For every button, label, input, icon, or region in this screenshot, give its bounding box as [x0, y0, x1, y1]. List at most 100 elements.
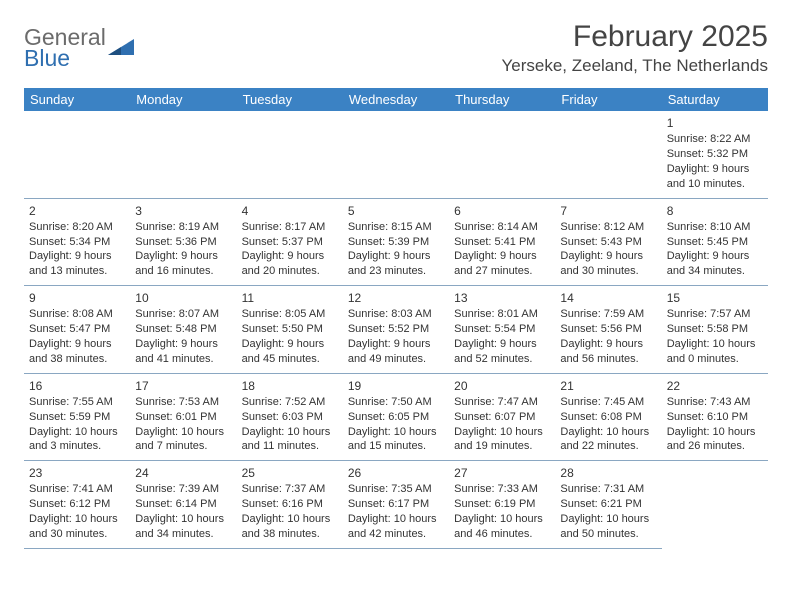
day-number: 1: [667, 115, 763, 131]
daylight-text: Daylight: 9 hours: [667, 249, 763, 264]
sunrise-text: Sunrise: 8:15 AM: [348, 220, 444, 235]
sunset-text: Sunset: 5:50 PM: [242, 322, 338, 337]
daylight-text: and 56 minutes.: [560, 352, 656, 367]
daylight-text: Daylight: 10 hours: [135, 425, 231, 440]
daylight-text: Daylight: 10 hours: [242, 425, 338, 440]
daylight-text: and 23 minutes.: [348, 264, 444, 279]
daylight-text: and 3 minutes.: [29, 439, 125, 454]
brand-logo: General Blue: [24, 20, 134, 70]
calendar-cell: 5Sunrise: 8:15 AMSunset: 5:39 PMDaylight…: [343, 199, 449, 287]
sunset-text: Sunset: 6:10 PM: [667, 410, 763, 425]
sunset-text: Sunset: 5:36 PM: [135, 235, 231, 250]
sunset-text: Sunset: 5:32 PM: [667, 147, 763, 162]
sunrise-text: Sunrise: 8:22 AM: [667, 132, 763, 147]
day-number: 27: [454, 465, 550, 481]
day-number: 10: [135, 290, 231, 306]
sunrise-text: Sunrise: 7:57 AM: [667, 307, 763, 322]
calendar-cell: 14Sunrise: 7:59 AMSunset: 5:56 PMDayligh…: [555, 286, 661, 374]
day-number: 8: [667, 203, 763, 219]
sunset-text: Sunset: 5:56 PM: [560, 322, 656, 337]
daylight-text: and 0 minutes.: [667, 352, 763, 367]
daylight-text: Daylight: 10 hours: [560, 425, 656, 440]
daylight-text: Daylight: 9 hours: [667, 162, 763, 177]
sunrise-text: Sunrise: 7:45 AM: [560, 395, 656, 410]
sunrise-text: Sunrise: 8:03 AM: [348, 307, 444, 322]
sunset-text: Sunset: 5:37 PM: [242, 235, 338, 250]
calendar-cell: 16Sunrise: 7:55 AMSunset: 5:59 PMDayligh…: [24, 374, 130, 462]
dayheader-friday: Friday: [555, 88, 661, 111]
daylight-text: and 11 minutes.: [242, 439, 338, 454]
sunset-text: Sunset: 5:45 PM: [667, 235, 763, 250]
daylight-text: and 16 minutes.: [135, 264, 231, 279]
day-number: 11: [242, 290, 338, 306]
calendar-cell: 27Sunrise: 7:33 AMSunset: 6:19 PMDayligh…: [449, 461, 555, 549]
daylight-text: and 10 minutes.: [667, 177, 763, 192]
day-number: 28: [560, 465, 656, 481]
calendar-cell: 26Sunrise: 7:35 AMSunset: 6:17 PMDayligh…: [343, 461, 449, 549]
daylight-text: Daylight: 9 hours: [560, 249, 656, 264]
daylight-text: Daylight: 10 hours: [454, 512, 550, 527]
sunset-text: Sunset: 6:21 PM: [560, 497, 656, 512]
sunrise-text: Sunrise: 8:10 AM: [667, 220, 763, 235]
day-number: 16: [29, 378, 125, 394]
calendar-cell: 13Sunrise: 8:01 AMSunset: 5:54 PMDayligh…: [449, 286, 555, 374]
daylight-text: Daylight: 9 hours: [560, 337, 656, 352]
day-number: 15: [667, 290, 763, 306]
daylight-text: Daylight: 9 hours: [348, 337, 444, 352]
daylight-text: and 38 minutes.: [29, 352, 125, 367]
sunrise-text: Sunrise: 7:59 AM: [560, 307, 656, 322]
calendar-cell-empty: [130, 111, 236, 199]
dayheader-saturday: Saturday: [662, 88, 768, 111]
day-number: 23: [29, 465, 125, 481]
calendar-cell: 18Sunrise: 7:52 AMSunset: 6:03 PMDayligh…: [237, 374, 343, 462]
daylight-text: Daylight: 10 hours: [29, 512, 125, 527]
daylight-text: Daylight: 9 hours: [135, 337, 231, 352]
calendar-cell: 17Sunrise: 7:53 AMSunset: 6:01 PMDayligh…: [130, 374, 236, 462]
daylight-text: and 46 minutes.: [454, 527, 550, 542]
daylight-text: Daylight: 10 hours: [560, 512, 656, 527]
daylight-text: and 27 minutes.: [454, 264, 550, 279]
calendar-cell: 6Sunrise: 8:14 AMSunset: 5:41 PMDaylight…: [449, 199, 555, 287]
sunrise-text: Sunrise: 7:31 AM: [560, 482, 656, 497]
calendar-cell: 25Sunrise: 7:37 AMSunset: 6:16 PMDayligh…: [237, 461, 343, 549]
daylight-text: Daylight: 10 hours: [667, 425, 763, 440]
dayheader-tuesday: Tuesday: [237, 88, 343, 111]
day-number: 18: [242, 378, 338, 394]
sunset-text: Sunset: 5:52 PM: [348, 322, 444, 337]
calendar-cell: 23Sunrise: 7:41 AMSunset: 6:12 PMDayligh…: [24, 461, 130, 549]
dayheader-sunday: Sunday: [24, 88, 130, 111]
sunset-text: Sunset: 6:14 PM: [135, 497, 231, 512]
daylight-text: Daylight: 10 hours: [135, 512, 231, 527]
sunset-text: Sunset: 5:41 PM: [454, 235, 550, 250]
sunrise-text: Sunrise: 7:39 AM: [135, 482, 231, 497]
sunrise-text: Sunrise: 7:53 AM: [135, 395, 231, 410]
brand-word2: Blue: [24, 47, 106, 70]
sunrise-text: Sunrise: 7:33 AM: [454, 482, 550, 497]
sunset-text: Sunset: 5:39 PM: [348, 235, 444, 250]
daylight-text: Daylight: 9 hours: [454, 337, 550, 352]
calendar-cell: 22Sunrise: 7:43 AMSunset: 6:10 PMDayligh…: [662, 374, 768, 462]
calendar-cell: 12Sunrise: 8:03 AMSunset: 5:52 PMDayligh…: [343, 286, 449, 374]
daylight-text: and 7 minutes.: [135, 439, 231, 454]
day-number: 21: [560, 378, 656, 394]
daylight-text: Daylight: 10 hours: [242, 512, 338, 527]
sunset-text: Sunset: 5:47 PM: [29, 322, 125, 337]
daylight-text: Daylight: 10 hours: [454, 425, 550, 440]
daylight-text: and 41 minutes.: [135, 352, 231, 367]
sunset-text: Sunset: 6:07 PM: [454, 410, 550, 425]
sunset-text: Sunset: 5:59 PM: [29, 410, 125, 425]
sunrise-text: Sunrise: 8:17 AM: [242, 220, 338, 235]
daylight-text: Daylight: 10 hours: [29, 425, 125, 440]
calendar-cell: 21Sunrise: 7:45 AMSunset: 6:08 PMDayligh…: [555, 374, 661, 462]
day-number: 7: [560, 203, 656, 219]
sunset-text: Sunset: 6:08 PM: [560, 410, 656, 425]
daylight-text: Daylight: 9 hours: [29, 337, 125, 352]
daylight-text: Daylight: 9 hours: [135, 249, 231, 264]
day-number: 26: [348, 465, 444, 481]
calendar-cell: 20Sunrise: 7:47 AMSunset: 6:07 PMDayligh…: [449, 374, 555, 462]
daylight-text: Daylight: 9 hours: [29, 249, 125, 264]
calendar-cell: 24Sunrise: 7:39 AMSunset: 6:14 PMDayligh…: [130, 461, 236, 549]
sunset-text: Sunset: 6:19 PM: [454, 497, 550, 512]
daylight-text: Daylight: 10 hours: [348, 425, 444, 440]
daylight-text: and 42 minutes.: [348, 527, 444, 542]
